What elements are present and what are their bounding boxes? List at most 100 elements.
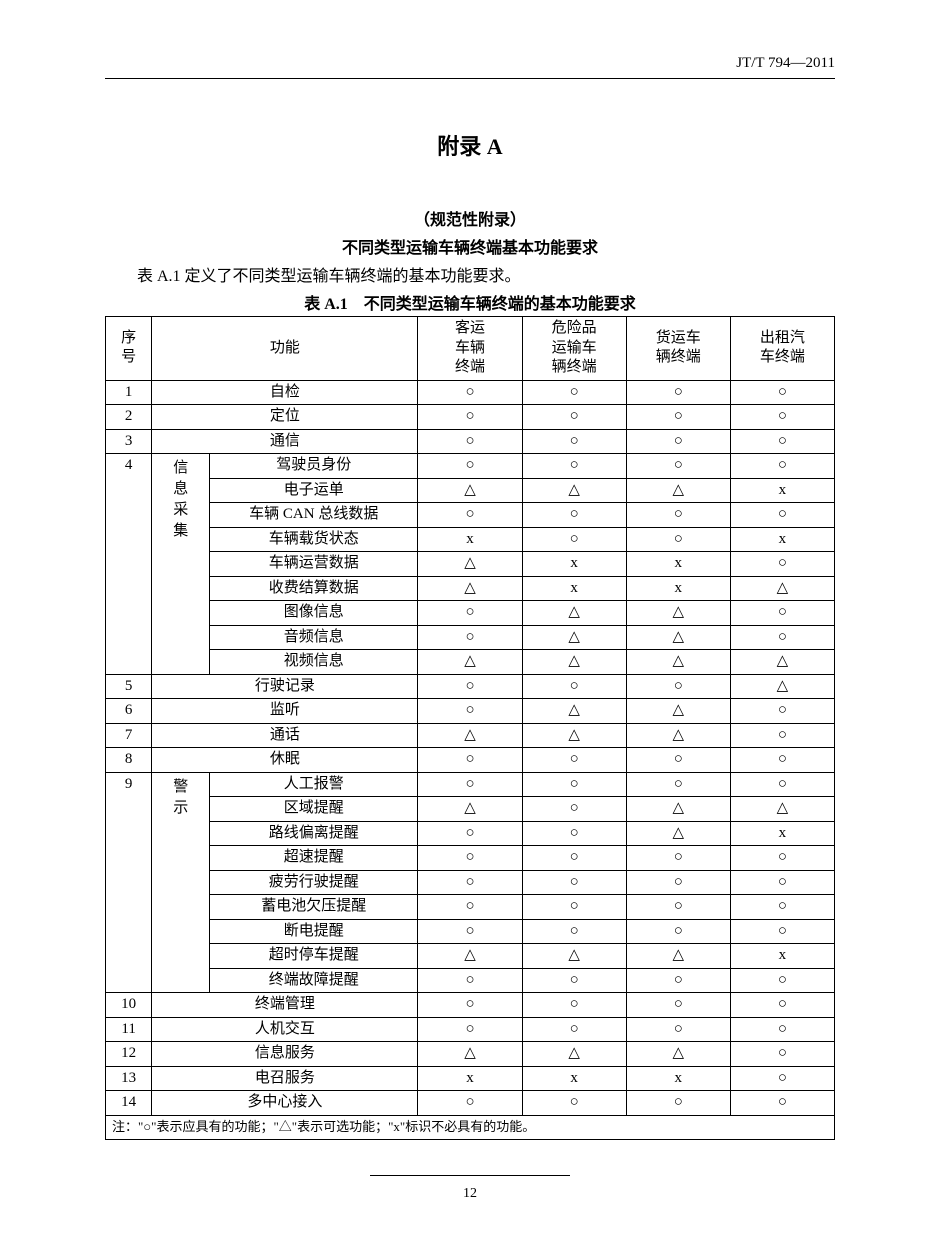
symbol-cell: ○ (418, 895, 522, 920)
symbol-cell: ○ (730, 895, 834, 920)
symbol-cell: △ (418, 552, 522, 577)
table-row: 电子运单△△△x (106, 478, 835, 503)
symbol-cell: ○ (730, 870, 834, 895)
function-cell: 通话 (152, 723, 418, 748)
symbol-cell: ○ (626, 405, 730, 430)
table-row: 5行驶记录○○○△ (106, 674, 835, 699)
symbol-cell: ○ (418, 772, 522, 797)
table-row: 4信息采集驾驶员身份○○○○ (106, 454, 835, 479)
symbol-cell: △ (522, 723, 626, 748)
symbol-cell: ○ (626, 772, 730, 797)
seq-cell: 4 (106, 454, 152, 675)
table-cell: 3 (106, 429, 152, 454)
symbol-cell: ○ (522, 968, 626, 993)
table-cell: 5 (106, 674, 152, 699)
function-cell: 人机交互 (152, 1017, 418, 1042)
function-cell: 视频信息 (210, 650, 418, 675)
table-caption: 表 A.1 不同类型运输车辆终端的基本功能要求 (105, 290, 835, 314)
symbol-cell: ○ (418, 821, 522, 846)
table-cell: 12 (106, 1042, 152, 1067)
symbol-cell: ○ (730, 405, 834, 430)
table-cell: 6 (106, 699, 152, 724)
symbol-cell: △ (418, 944, 522, 969)
table-cell: 14 (106, 1091, 152, 1116)
symbol-cell: ○ (522, 503, 626, 528)
symbol-cell: ○ (730, 380, 834, 405)
table-row: 12信息服务△△△○ (106, 1042, 835, 1067)
symbol-cell: ○ (730, 1066, 834, 1091)
function-cell: 车辆 CAN 总线数据 (210, 503, 418, 528)
table-header-row: 序号功能客运车辆终端危险品运输车辆终端货运车辆终端出租汽车终端 (106, 317, 835, 381)
function-cell: 收费结算数据 (210, 576, 418, 601)
table-row: 车辆载货状态x○○x (106, 527, 835, 552)
function-cell: 终端故障提醒 (210, 968, 418, 993)
symbol-cell: ○ (522, 870, 626, 895)
function-cell: 监听 (152, 699, 418, 724)
appendix-title: 附录 A (105, 129, 835, 161)
symbol-cell: ○ (626, 1091, 730, 1116)
symbol-cell: ○ (730, 454, 834, 479)
footnote-row: 注："○"表示应具有的功能；"△"表示可选功能；"x"标识不必具有的功能。 (106, 1115, 835, 1139)
table-row: 超速提醒○○○○ (106, 846, 835, 871)
symbol-cell: ○ (418, 380, 522, 405)
symbol-cell: x (730, 527, 834, 552)
symbol-cell: ○ (418, 993, 522, 1018)
table-row: 2定位○○○○ (106, 405, 835, 430)
symbol-cell: ○ (418, 870, 522, 895)
table-row: 区域提醒△○△△ (106, 797, 835, 822)
standard-code: JT/T 794—2011 (105, 55, 835, 72)
symbol-cell: ○ (730, 1042, 834, 1067)
symbol-cell: ○ (418, 1091, 522, 1116)
symbol-cell: ○ (522, 674, 626, 699)
function-cell: 车辆载货状态 (210, 527, 418, 552)
function-cell: 图像信息 (210, 601, 418, 626)
symbol-cell: ○ (730, 699, 834, 724)
function-cell: 电召服务 (152, 1066, 418, 1091)
symbol-cell: x (626, 576, 730, 601)
symbol-cell: ○ (522, 993, 626, 1018)
symbol-cell: △ (626, 821, 730, 846)
symbol-cell: ○ (522, 405, 626, 430)
function-cell: 多中心接入 (152, 1091, 418, 1116)
symbol-cell: △ (522, 601, 626, 626)
symbol-cell: ○ (418, 503, 522, 528)
symbol-cell: △ (522, 478, 626, 503)
function-cell: 定位 (152, 405, 418, 430)
table-row: 3通信○○○○ (106, 429, 835, 454)
symbol-cell: ○ (522, 429, 626, 454)
symbol-cell: x (418, 527, 522, 552)
symbol-cell: x (626, 552, 730, 577)
symbol-cell: ○ (626, 527, 730, 552)
symbol-cell: ○ (522, 895, 626, 920)
symbol-cell: ○ (730, 625, 834, 650)
symbol-cell: ○ (522, 1017, 626, 1042)
symbol-cell: x (418, 1066, 522, 1091)
symbol-cell: △ (626, 601, 730, 626)
symbol-cell: ○ (418, 919, 522, 944)
symbol-cell: △ (626, 699, 730, 724)
symbol-cell: ○ (730, 723, 834, 748)
table-row: 8休眠○○○○ (106, 748, 835, 773)
symbol-cell: ○ (730, 552, 834, 577)
symbol-cell: ○ (626, 993, 730, 1018)
requirements-table: 序号功能客运车辆终端危险品运输车辆终端货运车辆终端出租汽车终端1自检○○○○2定… (105, 316, 835, 1140)
symbol-cell: △ (730, 674, 834, 699)
group-label: 警示 (152, 772, 210, 993)
symbol-cell: ○ (730, 993, 834, 1018)
table-row: 路线偏离提醒○○△x (106, 821, 835, 846)
seq-cell: 9 (106, 772, 152, 993)
symbol-cell: △ (418, 650, 522, 675)
header-seq: 序号 (106, 317, 152, 381)
table-cell: 10 (106, 993, 152, 1018)
header-function: 功能 (152, 317, 418, 381)
symbol-cell: ○ (730, 772, 834, 797)
table-cell: 1 (106, 380, 152, 405)
table-row: 14多中心接入○○○○ (106, 1091, 835, 1116)
function-cell: 自检 (152, 380, 418, 405)
header-col1: 客运车辆终端 (418, 317, 522, 381)
function-cell: 区域提醒 (210, 797, 418, 822)
header-col4: 出租汽车终端 (730, 317, 834, 381)
table-row: 收费结算数据△xx△ (106, 576, 835, 601)
table-row: 10终端管理○○○○ (106, 993, 835, 1018)
symbol-cell: ○ (626, 380, 730, 405)
